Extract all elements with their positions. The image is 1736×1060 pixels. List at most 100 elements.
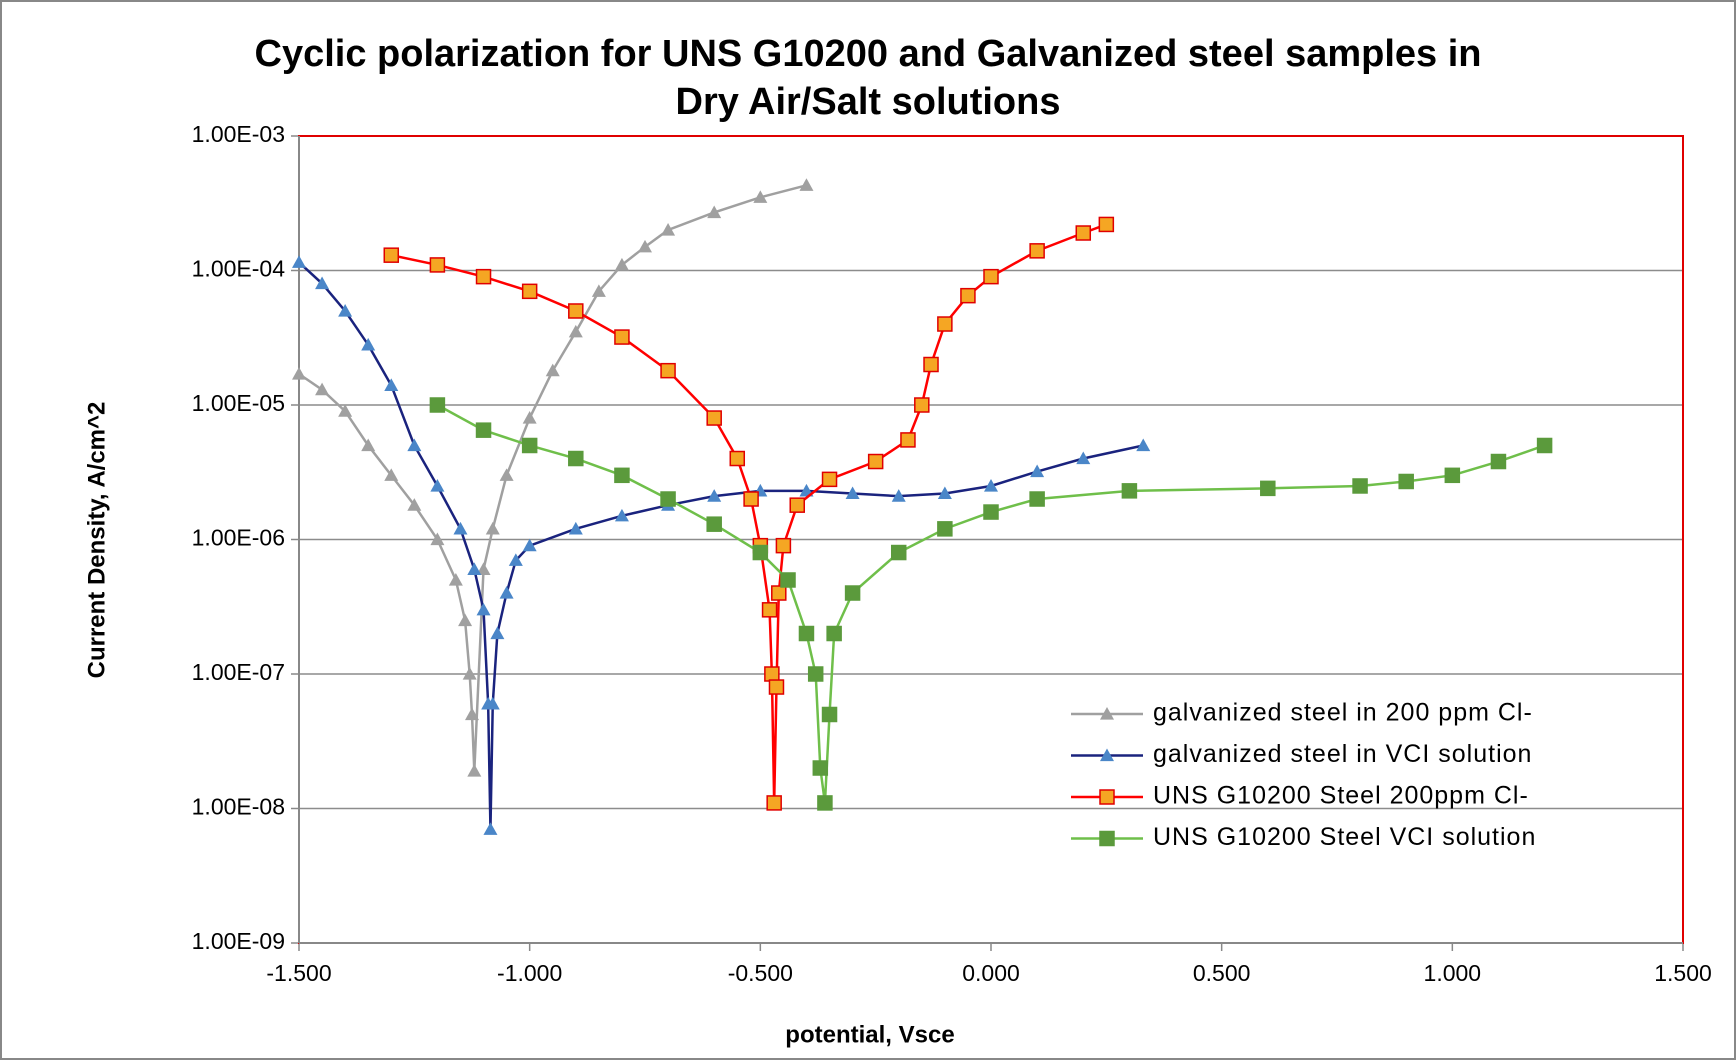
data-point	[1490, 453, 1507, 470]
x-tick-label: 0.000	[962, 960, 1020, 986]
data-point	[499, 586, 514, 599]
data-point	[937, 486, 952, 500]
data-point	[1136, 438, 1151, 452]
data-point	[483, 822, 498, 835]
data-point	[522, 538, 537, 552]
legend-marker	[1099, 830, 1115, 847]
data-point	[476, 562, 491, 575]
legend-label: galvanized steel in VCI solution	[1153, 740, 1532, 768]
data-point	[983, 504, 999, 520]
data-point	[429, 257, 446, 273]
legend-label: galvanized steel in 200 ppm Cl-	[1153, 699, 1533, 727]
data-point	[467, 764, 482, 777]
x-tick-label: -1.000	[497, 960, 562, 986]
data-point	[384, 468, 399, 481]
data-point	[568, 521, 583, 535]
data-point	[458, 613, 473, 627]
data-point	[614, 467, 630, 484]
data-point	[798, 625, 815, 642]
data-point	[292, 367, 306, 380]
legend-label: UNS G10200 Steel VCI solution	[1153, 823, 1536, 851]
data-point	[923, 356, 939, 373]
data-point	[338, 404, 353, 417]
data-point	[766, 795, 782, 811]
data-point	[844, 585, 861, 601]
data-point	[485, 696, 500, 710]
data-point	[453, 521, 468, 535]
data-point	[522, 411, 537, 424]
legend-marker	[1100, 707, 1114, 720]
data-point	[1098, 216, 1115, 233]
data-point	[660, 362, 676, 379]
data-point	[568, 324, 583, 338]
y-tick-label: 1.00E-04	[192, 256, 286, 282]
data-point	[707, 489, 722, 502]
data-point	[430, 532, 445, 546]
data-point	[568, 303, 584, 319]
data-point	[812, 760, 829, 776]
data-point	[914, 397, 930, 413]
data-point	[490, 626, 505, 640]
data-point	[752, 544, 769, 561]
y-tick-label: 1.00E-05	[192, 390, 285, 416]
data-point	[361, 438, 376, 452]
y-tick-label: 1.00E-03	[192, 121, 285, 147]
data-point	[485, 521, 500, 535]
x-tick-label: 1.000	[1424, 960, 1482, 986]
data-point	[1260, 480, 1276, 497]
data-point	[475, 268, 492, 285]
data-point	[983, 268, 999, 285]
data-point	[407, 438, 422, 452]
data-point	[476, 602, 491, 616]
data-point	[821, 471, 838, 488]
data-point	[521, 437, 538, 454]
data-point	[614, 257, 629, 271]
data-point	[315, 382, 330, 396]
x-tick-label: 1.500	[1654, 960, 1712, 986]
data-point	[753, 190, 768, 203]
data-point	[891, 489, 906, 502]
data-point	[1076, 451, 1091, 465]
data-point	[706, 516, 722, 532]
data-point	[1398, 473, 1414, 490]
data-point	[591, 284, 606, 297]
data-point	[984, 478, 998, 492]
data-point	[1029, 243, 1045, 259]
data-point	[292, 255, 306, 268]
data-point	[707, 205, 722, 219]
data-point	[1075, 225, 1092, 241]
data-point	[467, 562, 482, 575]
data-point	[768, 679, 785, 695]
data-point	[845, 486, 860, 500]
data-point	[775, 537, 792, 554]
data-point	[315, 276, 330, 290]
data-point	[780, 572, 796, 588]
data-point	[771, 585, 787, 601]
y-tick-label: 1.00E-07	[192, 659, 285, 685]
data-point	[614, 508, 629, 522]
data-point	[1030, 464, 1045, 478]
data-point	[729, 450, 746, 467]
y-tick-label: 1.00E-09	[192, 928, 285, 954]
data-point	[706, 410, 722, 426]
data-point	[545, 363, 560, 377]
x-tick-label: 0.500	[1193, 960, 1251, 986]
data-point	[383, 247, 400, 263]
data-point	[960, 287, 976, 304]
data-point	[826, 625, 842, 642]
y-tick-label: 1.00E-06	[192, 525, 285, 551]
data-point	[890, 544, 907, 561]
data-point	[660, 491, 676, 507]
data-point	[821, 706, 838, 723]
data-point	[867, 453, 884, 470]
data-point	[761, 602, 778, 618]
data-point	[338, 303, 353, 317]
data-point	[614, 329, 630, 345]
data-point	[361, 337, 376, 351]
data-point	[407, 498, 422, 511]
data-point	[1444, 467, 1461, 484]
data-point	[937, 316, 953, 332]
